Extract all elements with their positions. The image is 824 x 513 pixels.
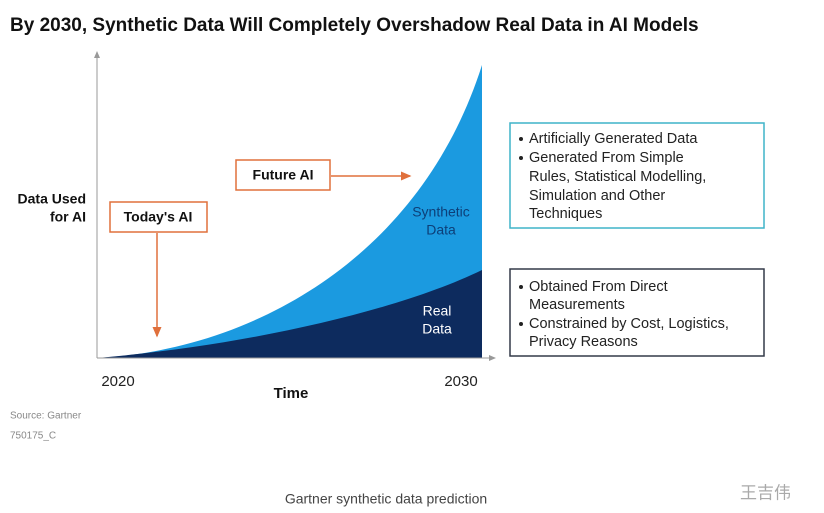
- future-label: Future AI: [253, 167, 314, 183]
- synthetic-label: Data: [426, 222, 456, 238]
- bullet: [519, 322, 523, 326]
- bullet-text: Constrained by Cost, Logistics,: [529, 316, 729, 332]
- today-label: Today's AI: [124, 209, 193, 225]
- bullet-text: Generated From Simple: [529, 150, 684, 166]
- y-label: Data Used: [18, 191, 86, 207]
- bullet: [519, 285, 523, 289]
- synthetic-area: [97, 65, 482, 358]
- bullet-text: Techniques: [529, 206, 602, 222]
- code: 750175_C: [10, 431, 56, 442]
- bullet-text: Obtained From Direct: [529, 279, 668, 295]
- real-label: Data: [422, 321, 452, 337]
- bullet-text: Rules, Statistical Modelling,: [529, 169, 706, 185]
- y-label: for AI: [50, 209, 86, 225]
- x-end: 2030: [444, 373, 477, 390]
- synthetic-label: Synthetic: [412, 204, 470, 220]
- real-area: [97, 270, 482, 358]
- watermark: 王吉伟: [740, 483, 791, 502]
- x-label: Time: [274, 385, 309, 402]
- future-box: [235, 159, 331, 191]
- title: By 2030, Synthetic Data Will Completely …: [10, 15, 699, 36]
- bullet-text: Measurements: [529, 297, 625, 313]
- bullet-text: Artificially Generated Data: [529, 131, 698, 147]
- synthetic-box: [509, 122, 765, 229]
- x-start: 2020: [101, 373, 134, 390]
- source: Source: Gartner: [10, 411, 82, 422]
- real-box: [509, 268, 765, 357]
- real-label: Real: [423, 303, 452, 319]
- bullet-text: Simulation and Other: [529, 188, 665, 204]
- bullet: [519, 156, 523, 160]
- today-box: [109, 201, 208, 233]
- bullet-text: Privacy Reasons: [529, 334, 638, 350]
- bullet: [519, 137, 523, 141]
- caption: Gartner synthetic data prediction: [285, 491, 487, 507]
